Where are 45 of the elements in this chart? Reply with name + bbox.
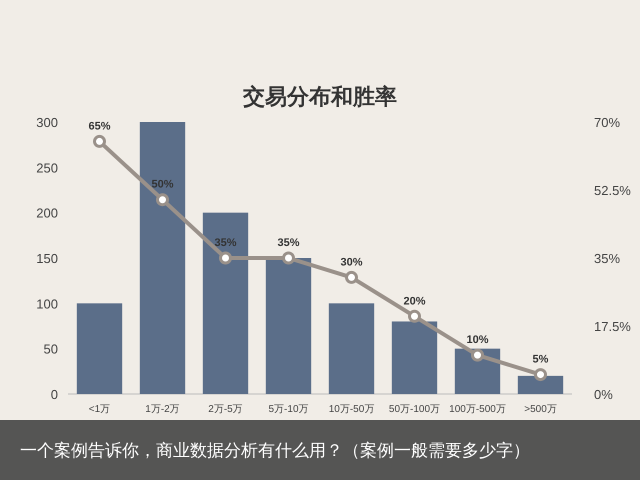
bar (140, 122, 186, 394)
data-label: 30% (340, 256, 363, 268)
x-tick-label: >500万 (524, 404, 557, 415)
y-tick-label: 200 (36, 206, 58, 221)
x-tick-label: 5万-10万 (268, 404, 309, 415)
chart-title: 交易分布和胜率 (242, 84, 397, 109)
bar (518, 376, 564, 394)
point (156, 193, 169, 206)
text: 一个案例告诉你，商业数据分析有什么用？（案例一般需要多少字） (20, 441, 530, 460)
y-tick-label: 250 (36, 160, 58, 176)
x-tick-label: 1万-2万 (145, 404, 180, 415)
y2-tick-label: 35% (594, 251, 620, 266)
y-tick-label: 50 (44, 342, 58, 357)
data-label: 35% (214, 237, 237, 249)
point (93, 134, 106, 148)
point (471, 348, 484, 362)
y-tick-label: 300 (36, 115, 58, 130)
data-label: 50% (151, 178, 174, 191)
point (345, 270, 358, 284)
point (534, 368, 547, 382)
point (408, 310, 421, 323)
data-label: 35% (277, 237, 300, 249)
bar (266, 258, 312, 394)
y-tick-label: 0 (50, 387, 58, 402)
y2-tick-label: 0% (594, 387, 614, 402)
x-tick-label: <1万 (88, 404, 110, 415)
bar (328, 303, 374, 394)
bar (392, 321, 438, 394)
y-tick-label: 150 (36, 251, 58, 266)
x-tick-label: 2万-5万 (208, 404, 243, 415)
x-tick-label: 10万-50万 (328, 404, 374, 415)
data-label: 65% (88, 120, 111, 132)
point (219, 252, 232, 264)
data-label: 20% (403, 295, 426, 308)
y-tick-label: 100 (36, 296, 58, 312)
y2-tick-label: 52.5% (594, 183, 632, 198)
point (282, 252, 295, 264)
bar (202, 212, 248, 394)
y2-tick-label: 70% (594, 115, 620, 130)
data-label: 10% (466, 334, 489, 346)
bar (76, 303, 122, 394)
y2-tick-label: 17.5% (594, 319, 632, 334)
data-label: 5% (532, 354, 549, 366)
x-tick-label: 100万-500万 (449, 404, 506, 415)
x-tick-label: 50万-100万 (388, 404, 440, 415)
